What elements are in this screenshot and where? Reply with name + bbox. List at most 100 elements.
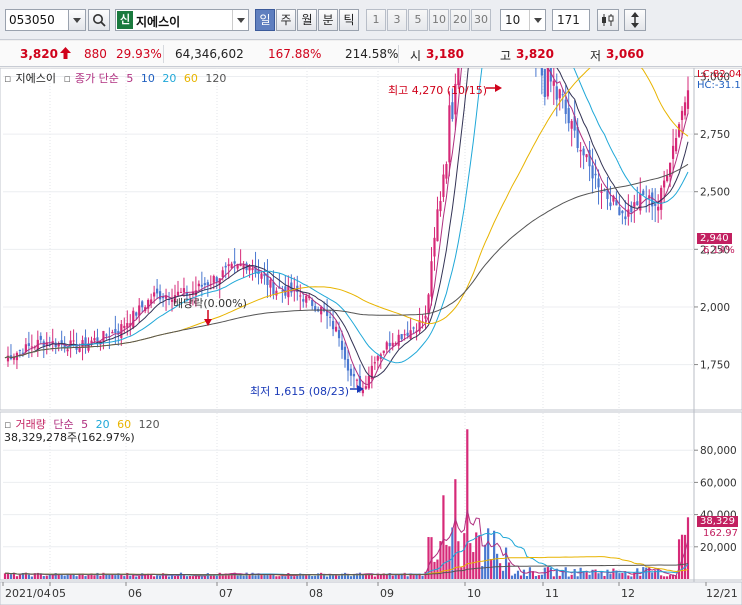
- volume-bar: [236, 575, 239, 579]
- volume-bar: [430, 537, 433, 579]
- volume-bar: [346, 574, 350, 579]
- legend-box-icon: ▫: [4, 72, 12, 85]
- volume-bar: [403, 572, 406, 579]
- volume-bar: [328, 574, 332, 579]
- volume-legend-ma-label: 단순: [53, 418, 74, 431]
- candle-body: [346, 359, 350, 371]
- candle-body: [260, 273, 263, 279]
- volume-bar: [490, 559, 493, 579]
- minute-option-1[interactable]: 1: [366, 9, 386, 31]
- candle-body: [269, 279, 272, 288]
- volume-bar: [660, 575, 663, 579]
- period-tab-2[interactable]: 월: [297, 9, 317, 31]
- stock-code-dropdown[interactable]: [68, 9, 86, 31]
- volume-bar: [54, 573, 57, 579]
- vertical-scale-button[interactable]: [624, 9, 646, 31]
- minute-option-3[interactable]: 3: [387, 9, 407, 31]
- candle-body: [105, 334, 108, 336]
- candle-body: [287, 285, 290, 298]
- volume-bar: [96, 572, 99, 579]
- low-annotation: 최저 1,615 (08/23): [250, 385, 350, 398]
- candle-body: [132, 310, 135, 328]
- stock-code-input[interactable]: [5, 9, 69, 31]
- period-tab-3[interactable]: 분: [318, 9, 338, 31]
- volume-bar: [334, 574, 338, 579]
- minute-option-20[interactable]: 20: [450, 9, 470, 31]
- candle-body: [242, 264, 245, 270]
- volume-bar: [657, 568, 660, 579]
- ma120-line: [4, 163, 689, 359]
- volume-bar: [21, 572, 24, 579]
- volume-bar: [609, 574, 612, 579]
- volume-bar: [627, 575, 630, 579]
- volume-tick-label: 60,000: [700, 477, 737, 489]
- candle-body: [314, 306, 317, 311]
- candle-body: [170, 299, 174, 302]
- volume-bar: [394, 574, 397, 579]
- candle-body: [666, 175, 669, 181]
- ma20-line: [4, 0, 689, 364]
- interval-dropdown[interactable]: [529, 10, 545, 30]
- search-button[interactable]: [88, 9, 110, 31]
- volume-bar: [463, 533, 466, 579]
- minute-option-30[interactable]: 30: [471, 9, 491, 31]
- interval-select[interactable]: 10: [500, 9, 546, 31]
- volume-bar: [230, 573, 233, 579]
- count-input[interactable]: 171: [552, 9, 590, 31]
- candle-body: [588, 149, 591, 167]
- candle-body: [334, 326, 338, 332]
- candle-body: [337, 330, 341, 339]
- candle-body: [436, 209, 439, 242]
- stock-name-field[interactable]: 신 지에스이: [115, 9, 249, 31]
- quote-bar: 3,820 880 29.93% 64,346,602 167.88% 214.…: [0, 41, 742, 67]
- candle-body: [621, 210, 624, 214]
- volume-bar: [487, 528, 490, 579]
- candle-body: [382, 350, 385, 353]
- vertical-arrows-icon: [631, 12, 639, 28]
- volume-bar: [158, 575, 162, 579]
- minute-option-10[interactable]: 10: [429, 9, 449, 31]
- volume-bar: [349, 576, 353, 579]
- candle-body: [66, 349, 69, 352]
- price-change: 880: [84, 47, 107, 61]
- candle-body: [51, 341, 54, 344]
- period-tab-4[interactable]: 틱: [339, 9, 359, 31]
- trade-volume: 64,346,602: [175, 47, 244, 61]
- dividend-annotation: 배당락(0.00%): [173, 297, 247, 310]
- minute-option-5[interactable]: 5: [408, 9, 428, 31]
- candle-settings-button[interactable]: [597, 9, 619, 31]
- volume-bar: [3, 573, 7, 579]
- volume-bar: [633, 572, 636, 579]
- volume-bar: [358, 572, 362, 579]
- volume-bar: [39, 573, 42, 579]
- volume-bar: [144, 574, 147, 579]
- volume-bar: [233, 572, 236, 579]
- candle-body: [573, 116, 576, 131]
- stock-name-dropdown[interactable]: [232, 10, 248, 30]
- volume-bar: [376, 573, 379, 579]
- volume-bar: [81, 573, 84, 579]
- volume-bar: [433, 561, 436, 579]
- x-tick-label: 11: [545, 587, 559, 600]
- volume-bar: [671, 574, 675, 579]
- volume-bar: [519, 575, 523, 579]
- volume-legend-ma120: 120: [138, 418, 160, 431]
- turnover-ratio: 214.58%: [345, 47, 399, 61]
- candle-body: [433, 237, 436, 257]
- period-tab-0[interactable]: 일: [255, 9, 275, 31]
- candle-body: [418, 320, 421, 332]
- candle-body: [114, 328, 117, 334]
- candle-body: [117, 330, 120, 334]
- volume-bar: [269, 574, 272, 579]
- volume-bar: [636, 568, 639, 579]
- candle-body: [299, 295, 302, 297]
- volume-bar: [191, 576, 194, 579]
- x-tick-label: 2021/04: [5, 587, 51, 600]
- high-price: 3,820: [516, 47, 554, 61]
- volume-bar: [24, 572, 27, 579]
- volume-bar: [311, 576, 314, 579]
- period-tab-1[interactable]: 주: [276, 9, 296, 31]
- volume-bar: [161, 573, 165, 579]
